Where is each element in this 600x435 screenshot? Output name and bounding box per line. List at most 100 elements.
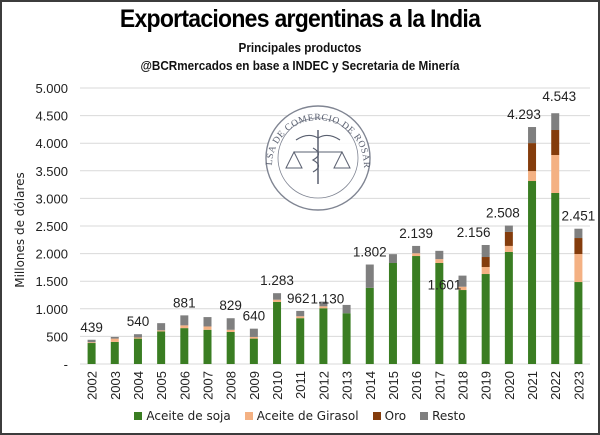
y-tick-label: 3.000 (35, 191, 68, 206)
bar-segment-resto (87, 339, 96, 343)
data-label: 2.451 (562, 209, 596, 224)
legend-swatch (244, 412, 253, 420)
bar-segment-aceite-de-girasol (133, 337, 142, 339)
data-label: 439 (80, 320, 103, 335)
legend-item: Aceite de soja (134, 409, 231, 423)
bar-segment-resto (365, 264, 374, 288)
bar-segment-resto (133, 334, 142, 338)
bar-segment-aceite-de-soja (528, 181, 537, 364)
y-tick-label: 4.500 (35, 109, 68, 124)
data-label: 4.543 (542, 89, 576, 104)
bar-segment-aceite-de-soja (87, 343, 96, 364)
bar-segment-aceite-de-girasol (435, 259, 444, 263)
bar-segment-aceite-de-girasol (180, 325, 189, 329)
bar-segment-aceite-de-soja (180, 328, 189, 364)
x-tick-label: 2011 (293, 371, 308, 399)
bar-segment-aceite-de-soja (342, 313, 351, 364)
x-tick-label: 2005 (154, 371, 169, 400)
bar-segment-aceite-de-girasol (481, 267, 490, 275)
y-tick-label: 2.500 (35, 219, 68, 234)
bar-segment-aceite-de-soja (365, 287, 374, 364)
x-tick-label: 2020 (502, 371, 517, 400)
data-label: 1.283 (260, 273, 294, 288)
bar-segment-resto (528, 127, 537, 144)
bar-segment-resto (180, 315, 189, 326)
bar-segment-aceite-de-soja (458, 290, 467, 364)
y-tick-label: 4.000 (35, 136, 68, 151)
bar-segment-aceite-de-soja (574, 282, 583, 364)
data-label: 1.601 (428, 278, 462, 293)
scales-right-pan (333, 150, 351, 169)
bar-segment-resto (249, 328, 258, 337)
data-label: 640 (243, 309, 266, 324)
y-tick-label: 5.000 (35, 81, 68, 96)
bar-segment-oro (528, 143, 537, 172)
x-tick-label: 2019 (479, 371, 494, 400)
bar-segment-aceite-de-girasol (226, 329, 235, 332)
data-label: 1.130 (311, 292, 345, 307)
y-tick-label: 1.500 (35, 274, 68, 289)
y-axis-label: Millones de dólares (13, 172, 27, 288)
bar-segment-aceite-de-soja (133, 338, 142, 364)
bar-segment-aceite-de-soja (551, 192, 560, 364)
bar-segment-aceite-de-girasol (203, 326, 212, 330)
legend-label: Aceite de Girasol (256, 409, 359, 423)
legend-swatch (134, 412, 143, 420)
bar-segment-resto (388, 254, 397, 263)
chart-title: Exportaciones argentinas a la India (119, 5, 481, 33)
chart-subtitle: Principales productos (238, 40, 362, 55)
bars (87, 113, 583, 364)
x-tick-label: 2009 (247, 371, 262, 400)
x-tick-label: 2017 (432, 371, 447, 400)
x-tick-label: 2012 (316, 371, 331, 400)
bar-segment-oro (551, 130, 560, 156)
legend-swatch (420, 412, 429, 420)
bar-segment-aceite-de-soja (435, 262, 444, 364)
x-tick-label: 2023 (571, 371, 586, 400)
legend-label: Resto (432, 409, 466, 423)
legend-item: Resto (420, 409, 466, 423)
data-label: 829 (219, 298, 242, 313)
bar-segment-aceite-de-soja (249, 338, 258, 364)
bar-segment-aceite-de-girasol (296, 316, 305, 319)
bar-segment-aceite-de-soja (319, 308, 328, 364)
data-label: 1.802 (353, 245, 387, 260)
bar-segment-aceite-de-girasol (528, 171, 537, 182)
x-tick-label: 2004 (131, 371, 146, 400)
data-label: 881 (173, 295, 196, 310)
bar-segment-resto (504, 225, 513, 232)
bar-segment-aceite-de-girasol (551, 155, 560, 193)
bar-segment-aceite-de-soja (203, 329, 212, 364)
bar-segment-oro (504, 231, 513, 246)
bar-segment-aceite-de-girasol (87, 342, 96, 344)
bar-segment-resto (435, 250, 444, 260)
legend-item: Aceite de Girasol (244, 409, 359, 423)
bar-segment-aceite-de-girasol (319, 306, 328, 309)
x-tick-label: 2022 (548, 371, 563, 400)
chart-source: @BCRmercados en base a INDEC y Secretari… (140, 58, 460, 73)
data-label: 2.508 (486, 206, 520, 221)
bar-segment-aceite-de-soja (481, 274, 490, 364)
bar-segment-aceite-de-soja (226, 331, 235, 364)
bar-segment-oro (574, 238, 583, 255)
legend-label: Aceite de soja (146, 409, 231, 423)
x-tick-label: 2013 (340, 371, 355, 400)
x-tick-label: 2016 (409, 371, 424, 400)
x-tick-label: 2007 (201, 371, 216, 400)
bar-segment-resto (296, 310, 305, 317)
bar-segment-aceite-de-girasol (273, 299, 282, 302)
bar-segment-aceite-de-girasol (412, 253, 421, 257)
bar-segment-aceite-de-soja (388, 262, 397, 364)
bar-segment-resto (342, 304, 351, 314)
bar-segment-resto (412, 245, 421, 254)
bar-segment-aceite-de-soja (412, 256, 421, 364)
caduceus-wings (295, 134, 341, 141)
bar-segment-resto (273, 293, 282, 300)
bar-segment-aceite-de-girasol (157, 330, 166, 332)
data-label: 2.156 (457, 225, 491, 240)
x-tick-label: 2014 (363, 371, 378, 400)
bar-segment-aceite-de-girasol (504, 245, 513, 252)
bar-segment-aceite-de-girasol (458, 286, 467, 291)
legend-item: Oro (372, 409, 406, 423)
